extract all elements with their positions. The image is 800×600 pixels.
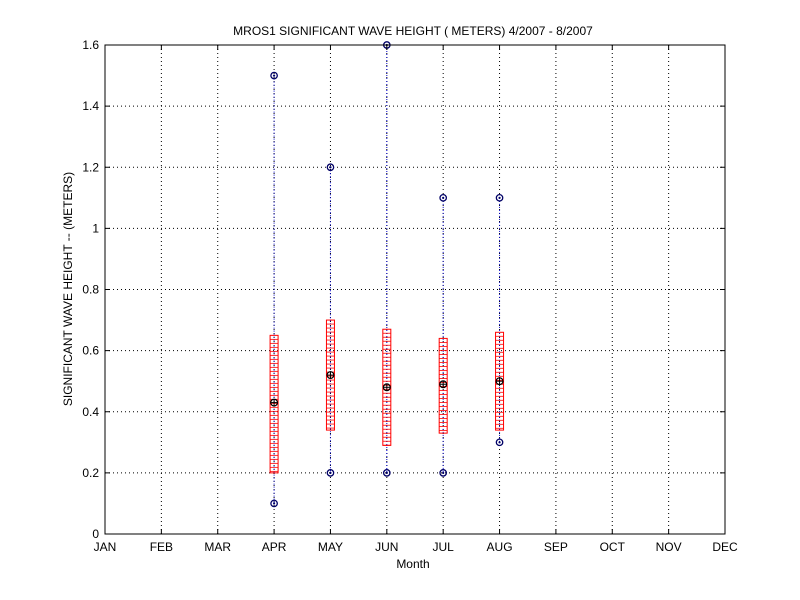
- x-tick-label: SEP: [544, 540, 568, 554]
- min-marker-dot: [498, 441, 501, 444]
- max-marker: [439, 193, 448, 202]
- y-tick-label: 1.2: [82, 160, 99, 174]
- tick-layer: JAN FEB MAR APR MAY JUN JUL AUG SEP OCT NOV DEC 0 0.2…: [82, 38, 738, 554]
- x-tick-label: JUL: [433, 540, 455, 554]
- mean-marker: [326, 371, 335, 380]
- min-marker: [270, 499, 278, 508]
- y-tick-label: 1: [92, 221, 99, 235]
- min-marker-dot: [272, 502, 276, 505]
- y-tick-label: 0.4: [82, 405, 99, 419]
- x-tick-label: APR: [262, 540, 287, 554]
- y-tick-label: 0: [92, 527, 99, 541]
- min-marker-dot: [442, 471, 445, 474]
- max-marker: [326, 163, 335, 172]
- min-marker-dot: [385, 471, 388, 474]
- box-outline: [438, 337, 448, 434]
- y-tick-label: 0.6: [82, 344, 99, 358]
- mean-marker: [270, 398, 279, 407]
- box-outline: [269, 334, 279, 474]
- max-marker-dot: [329, 166, 332, 169]
- mean-marker: [382, 383, 391, 392]
- mean-marker: [495, 377, 504, 386]
- x-tick-label: JAN: [94, 540, 117, 554]
- data-layer: [269, 41, 505, 508]
- max-marker: [495, 193, 504, 202]
- y-tick-label: 1.6: [82, 38, 99, 52]
- min-marker: [326, 469, 335, 477]
- max-marker-dot: [272, 74, 276, 77]
- min-marker: [495, 438, 504, 447]
- x-tick-label: FEB: [150, 540, 173, 554]
- x-tick-label: MAY: [318, 540, 343, 554]
- y-tick-label: 1.4: [82, 99, 99, 113]
- min-marker: [439, 469, 448, 477]
- x-tick-label: MAR: [204, 540, 231, 554]
- min-marker-dot: [329, 471, 332, 474]
- grid-layer: [105, 45, 725, 534]
- max-marker-dot: [498, 196, 501, 199]
- min-marker: [382, 469, 391, 477]
- mean-marker: [439, 380, 448, 389]
- x-axis-label: Month: [396, 557, 429, 571]
- x-tick-label: AUG: [487, 540, 513, 554]
- x-tick-label: JUN: [375, 540, 398, 554]
- x-tick-label: OCT: [600, 540, 626, 554]
- y-tick-label: 0.2: [82, 466, 99, 480]
- y-tick-label: 0.8: [82, 283, 99, 297]
- max-marker-dot: [442, 196, 445, 199]
- y-axis-label: SIGNIFICANT WAVE HEIGHT -- (METERS): [61, 172, 75, 406]
- chart-title: MROS1 SIGNIFICANT WAVE HEIGHT ( METERS) …: [233, 24, 593, 38]
- x-tick-label: NOV: [656, 540, 682, 554]
- max-marker: [270, 71, 278, 80]
- x-tick-label: DEC: [712, 540, 738, 554]
